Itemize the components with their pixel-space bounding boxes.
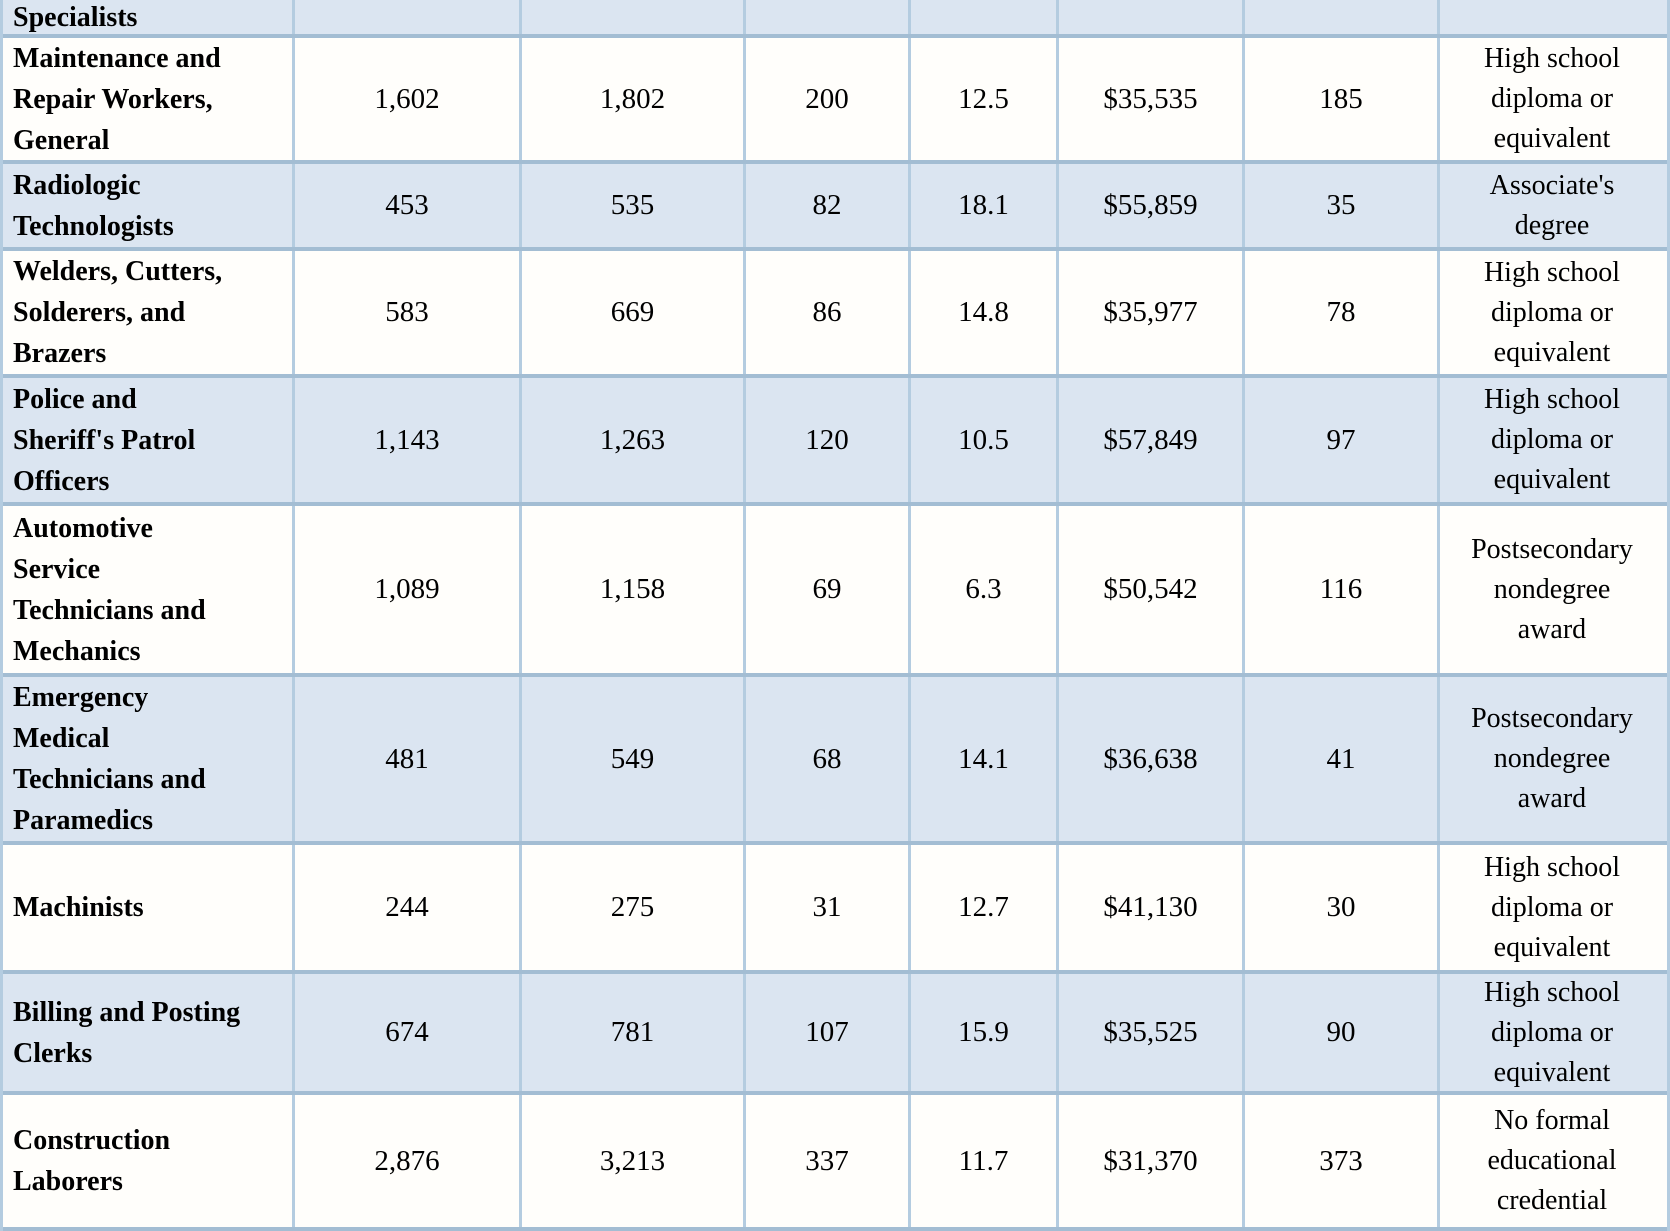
value-cell: 15.9 (911, 974, 1059, 1091)
value-cell: 200 (746, 38, 911, 160)
value-cell: 275 (522, 845, 746, 970)
value-cell: 1,143 (295, 378, 522, 502)
value-cell: 120 (746, 378, 911, 502)
occupation-cell: Welders, Cutters, Solderers, and Brazers (3, 251, 295, 374)
education-cell: High school diploma or equivalent (1483, 256, 1621, 368)
table-row: Automotive Service Technicians and Mecha… (3, 506, 1667, 677)
value-cell: $50,542 (1059, 506, 1245, 673)
value-cell (1059, 0, 1245, 34)
education-cell: Postsecondary nondegree award (1471, 533, 1633, 645)
occupation-cell: Maintenance and Repair Workers, General (3, 38, 295, 160)
value-cell: 481 (295, 677, 522, 841)
value-cell (746, 0, 911, 34)
value-cell: 244 (295, 845, 522, 970)
value-cell: $57,849 (1059, 378, 1245, 502)
value-cell: 453 (295, 164, 522, 247)
value-cell: 116 (1245, 506, 1440, 673)
table-row: Billing and Posting Clerks 674 781 107 15.9 $… (3, 974, 1667, 1095)
value-cell: 97 (1245, 378, 1440, 502)
table-row: Police and Sheriff's Patrol Officers 1,14… (3, 378, 1667, 506)
value-cell: 669 (522, 251, 746, 374)
value-cell: 31 (746, 845, 911, 970)
table-row: Radiologic Technologists 453 535 82 18.1 $55,… (3, 164, 1667, 251)
value-cell: 337 (746, 1095, 911, 1227)
occupation-cell: Automotive Service Technicians and Mecha… (3, 506, 295, 673)
occupation-cell: Billing and Posting Clerks (3, 974, 295, 1091)
occupation-cell: Emergency Medical Technicians and Parame… (3, 677, 295, 841)
value-cell: 6.3 (911, 506, 1059, 673)
value-cell: 583 (295, 251, 522, 374)
value-cell: 12.5 (911, 38, 1059, 160)
value-cell: 1,602 (295, 38, 522, 160)
education-cell (1440, 0, 1664, 34)
value-cell: 10.5 (911, 378, 1059, 502)
occupation-cell: Machinists (3, 845, 295, 970)
table-row: Specialists (3, 0, 1667, 38)
value-cell: $36,638 (1059, 677, 1245, 841)
value-cell: 41 (1245, 677, 1440, 841)
table-row: Maintenance and Repair Workers, General 1… (3, 38, 1667, 164)
education-cell: High school diploma or equivalent (1483, 976, 1621, 1088)
value-cell: 78 (1245, 251, 1440, 374)
value-cell: $41,130 (1059, 845, 1245, 970)
occupation-cell: Police and Sheriff's Patrol Officers (3, 378, 295, 502)
value-cell: 12.7 (911, 845, 1059, 970)
value-cell: $31,370 (1059, 1095, 1245, 1227)
value-cell: 69 (746, 506, 911, 673)
education-cell: High school diploma or equivalent (1483, 384, 1621, 495)
education-cell: High school diploma or equivalent (1483, 851, 1621, 963)
value-cell: 535 (522, 164, 746, 247)
table-row: Construction Laborers 2,876 3,213 337 11.7 $3… (3, 1095, 1667, 1231)
value-cell: 674 (295, 974, 522, 1091)
value-cell: 14.8 (911, 251, 1059, 374)
value-cell: $35,535 (1059, 38, 1245, 160)
value-cell (911, 0, 1059, 34)
value-cell (522, 0, 746, 34)
table-row: Emergency Medical Technicians and Parame… (3, 677, 1667, 845)
value-cell: 30 (1245, 845, 1440, 970)
value-cell: $35,525 (1059, 974, 1245, 1091)
value-cell: 781 (522, 974, 746, 1091)
table-row: Machinists 244 275 31 12.7 $41,130 30 High scho… (3, 845, 1667, 974)
education-cell: No formal educational credential (1487, 1105, 1617, 1216)
value-cell (1245, 0, 1440, 34)
value-cell: 82 (746, 164, 911, 247)
value-cell: 90 (1245, 974, 1440, 1091)
occupation-cell: Specialists (3, 0, 295, 34)
education-cell: Postsecondary nondegree award (1471, 703, 1633, 814)
table-row: Welders, Cutters, Solderers, and Brazers… (3, 251, 1667, 378)
value-cell: 373 (1245, 1095, 1440, 1227)
value-cell: $55,859 (1059, 164, 1245, 247)
value-cell: 2,876 (295, 1095, 522, 1227)
value-cell: 185 (1245, 38, 1440, 160)
value-cell: 1,158 (522, 506, 746, 673)
value-cell: 68 (746, 677, 911, 841)
value-cell: 11.7 (911, 1095, 1059, 1227)
value-cell: 35 (1245, 164, 1440, 247)
value-cell: 549 (522, 677, 746, 841)
value-cell: 107 (746, 974, 911, 1091)
value-cell: 18.1 (911, 164, 1059, 247)
value-cell: 1,802 (522, 38, 746, 160)
education-cell: Associate's degree (1489, 169, 1615, 241)
value-cell: 14.1 (911, 677, 1059, 841)
value-cell: 1,263 (522, 378, 746, 502)
value-cell (295, 0, 522, 34)
value-cell: 3,213 (522, 1095, 746, 1227)
occupation-cell: Radiologic Technologists (3, 164, 295, 247)
education-cell: High school diploma or equivalent (1483, 43, 1621, 154)
value-cell: 86 (746, 251, 911, 374)
value-cell: 1,089 (295, 506, 522, 673)
occupation-cell: Construction Laborers (3, 1095, 295, 1227)
value-cell: $35,977 (1059, 251, 1245, 374)
